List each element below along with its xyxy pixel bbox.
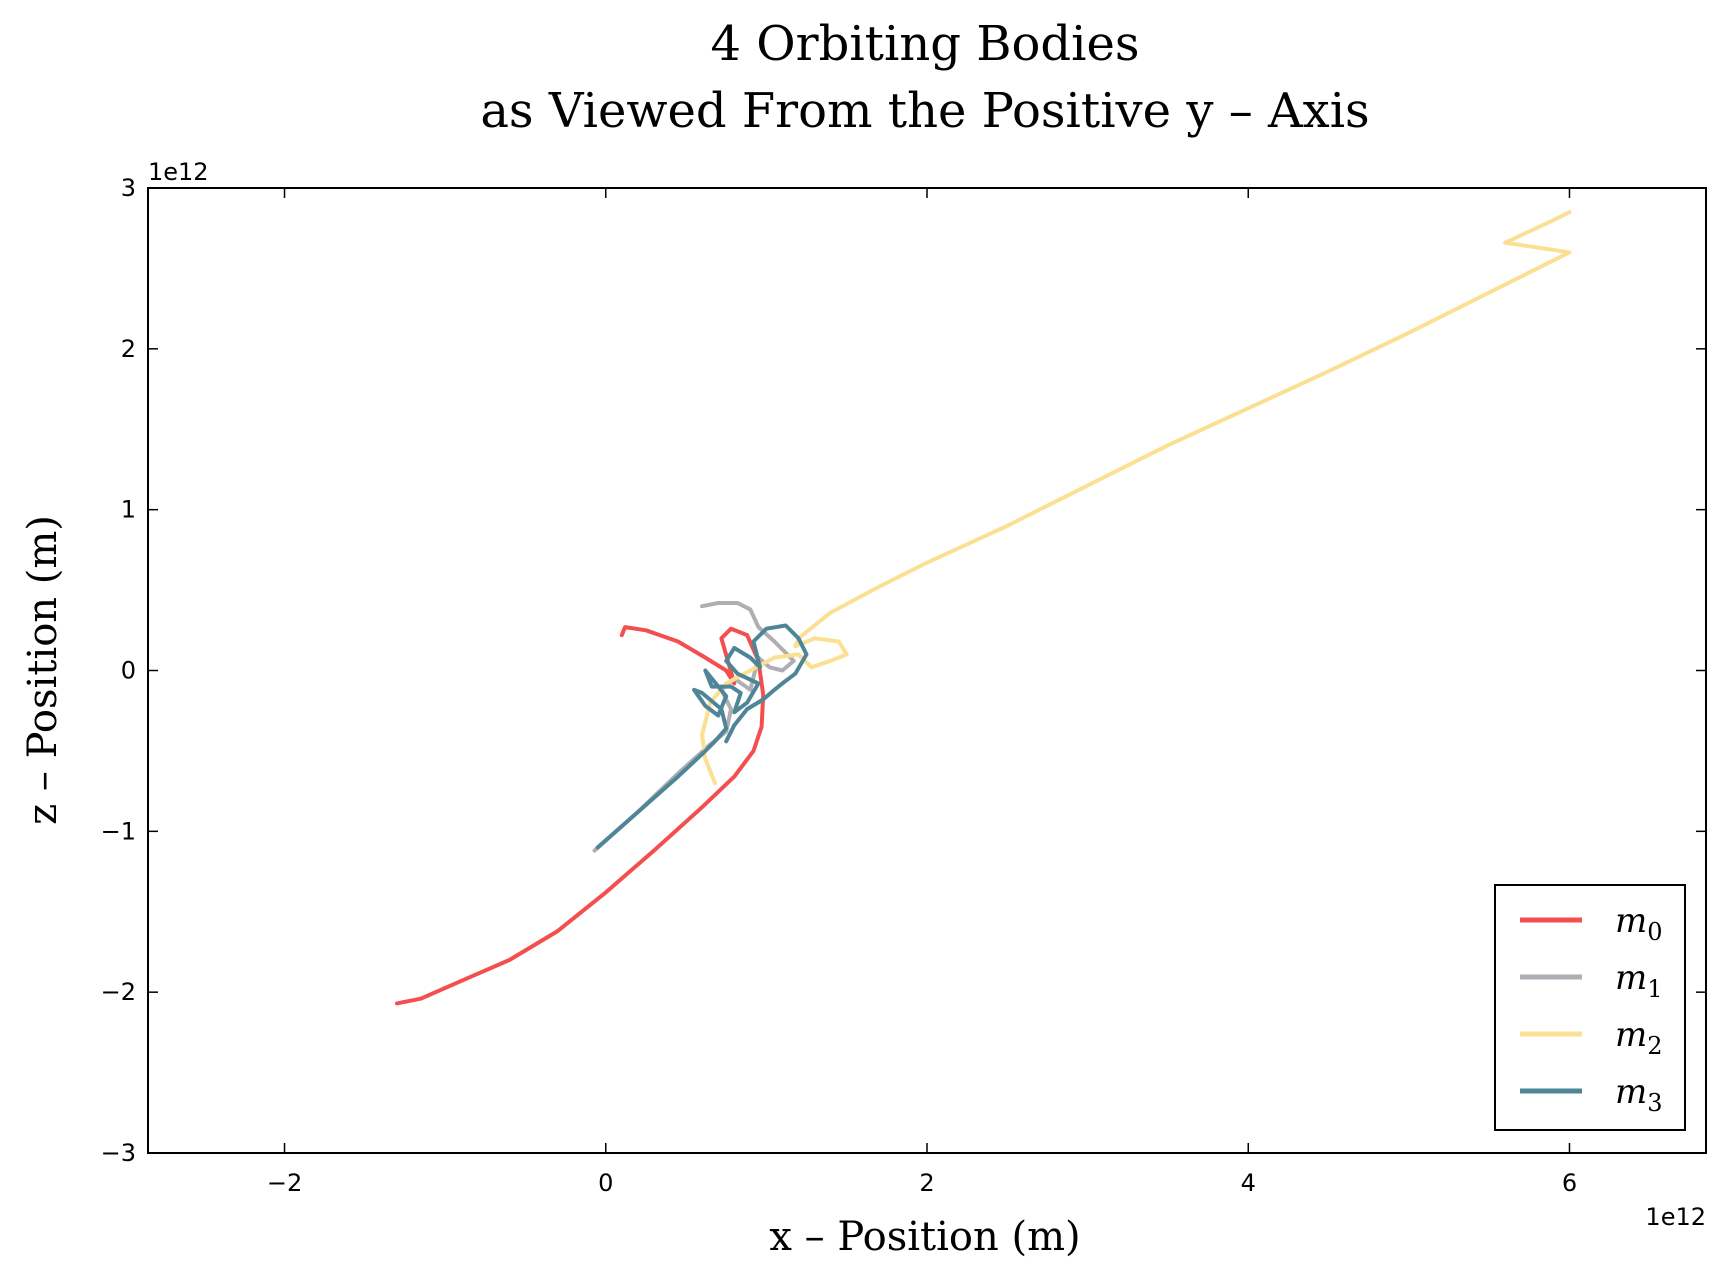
chart-title: 4 Orbiting Bodies [711, 16, 1140, 72]
ticks-layer: −2 0 2 4 6 −3 −2 −1 0 1 2 3 [101, 174, 1706, 1197]
x-tick-label: 2 [919, 1169, 934, 1197]
y-tick-label: −2 [101, 978, 136, 1006]
legend-label-m1: m1 [1615, 958, 1663, 1003]
series-line-m0 [395, 625, 766, 1006]
y-scale-label: 1e12 [148, 158, 209, 186]
y-tick-label: 3 [121, 174, 136, 202]
x-tick-label: −2 [267, 1169, 302, 1197]
legend-label-m3: m3 [1615, 1072, 1663, 1117]
y-tick-label: −1 [101, 817, 136, 845]
plot-frame [147, 187, 1707, 1154]
series-line-m3 [595, 623, 809, 850]
plot-area: −2 0 2 4 6 −3 −2 −1 0 1 2 3 [101, 174, 1707, 1197]
legend-label-m2: m2 [1615, 1015, 1663, 1060]
legend-label-m0: m0 [1615, 901, 1663, 946]
y-tick-label: 0 [121, 657, 136, 685]
x-tick-label: 4 [1241, 1169, 1256, 1197]
series-layer [395, 210, 1572, 1006]
chart-subtitle: as Viewed From the Positive y – Axis [480, 83, 1369, 139]
x-tick-label: 0 [598, 1169, 613, 1197]
x-axis-label: x – Position (m) [769, 1214, 1080, 1260]
y-axis-label: z – Position (m) [20, 515, 66, 825]
x-scale-label: 1e12 [1645, 1203, 1706, 1231]
y-tick-label: −3 [101, 1139, 136, 1167]
legend: m0 m1 m2 m3 [1494, 884, 1686, 1131]
y-tick-label: 1 [121, 496, 136, 524]
y-tick-label: 2 [121, 335, 136, 363]
x-tick-label: 6 [1562, 1169, 1577, 1197]
